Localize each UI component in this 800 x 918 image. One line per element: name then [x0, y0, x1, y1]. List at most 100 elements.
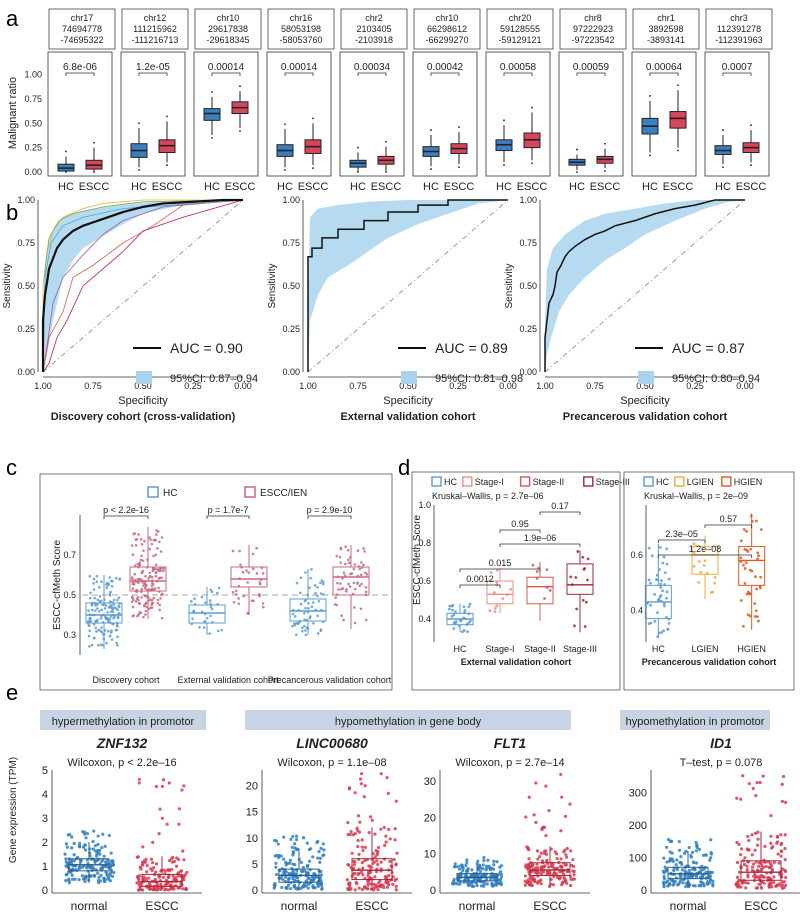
cohort-hc-point — [116, 616, 120, 620]
gene-normal-point — [464, 869, 469, 873]
gene-escc-point — [363, 886, 367, 890]
cohort-hc-point — [298, 591, 302, 595]
roc-fold-curve — [42, 199, 243, 372]
region-outlier — [604, 170, 606, 172]
region-outlier — [239, 85, 241, 88]
gene-normal-point — [316, 839, 320, 843]
gene-escc-point — [739, 885, 743, 889]
gene-escc-point — [769, 814, 773, 818]
group-point — [703, 559, 707, 563]
gene-escc-point — [357, 871, 361, 875]
region-outlier — [503, 164, 505, 167]
legend-swatch — [431, 476, 442, 487]
gene-normal-point — [701, 853, 706, 858]
cohort-hc-point — [108, 594, 112, 597]
group-point — [754, 609, 758, 613]
cohort-hc-point — [100, 626, 103, 629]
cohort-escc-point — [149, 538, 152, 541]
panel-c-ytick: 0.7 — [63, 550, 76, 560]
gene-escc-point — [541, 870, 546, 874]
legend-swatch — [674, 476, 685, 487]
gene-normal-point — [676, 883, 680, 887]
gene-escc-point — [352, 863, 357, 867]
cohort-hc-point — [322, 580, 325, 584]
gene-escc-point — [184, 887, 188, 891]
cohort-escc-point — [335, 593, 339, 596]
cohort-hc-point — [100, 580, 103, 583]
gene-normal-point — [484, 872, 489, 876]
legend-escc-label: ESCC/IEN — [260, 488, 307, 499]
gene-ytick: 300 — [629, 788, 647, 800]
gene-escc-point — [549, 864, 553, 868]
cohort-escc-point — [344, 545, 347, 548]
gene-escc-point — [147, 881, 152, 886]
gene-escc-point — [559, 772, 563, 777]
gene-escc-point — [539, 878, 543, 882]
cohort-hc-point — [117, 611, 120, 615]
group-point — [759, 575, 762, 579]
cohort-hc-point — [316, 585, 319, 589]
cohort-hc-point — [86, 621, 90, 625]
gene-escc-point — [376, 862, 380, 867]
roc-xtick: 0.25 — [686, 381, 704, 391]
gene-normal-point — [482, 884, 486, 888]
gene-normal-point — [453, 881, 458, 885]
cohort-escc-point — [154, 553, 158, 556]
cohort-hc-point — [88, 613, 92, 616]
cohort-hc-point — [210, 590, 214, 594]
cohort-hc-point — [190, 622, 193, 626]
cohort-hc-point — [203, 619, 206, 623]
region-end: -59129121 — [498, 35, 541, 45]
gene-escc-point — [375, 859, 379, 863]
group-point — [647, 578, 651, 582]
gene-normal-point — [290, 871, 294, 875]
gene-escc-point — [734, 883, 738, 887]
cohort-hc-point — [88, 574, 92, 578]
cohort-escc-point — [138, 561, 141, 564]
gene-normal-point — [497, 872, 502, 876]
group-point — [468, 602, 472, 606]
gene-escc-point — [168, 859, 172, 863]
group-point — [750, 569, 754, 573]
cohort-hc-point — [102, 637, 106, 641]
gene-normal-point — [316, 884, 321, 888]
region-bracket — [576, 72, 606, 76]
gene-normal-point — [273, 854, 277, 858]
gene-normal-point — [286, 877, 291, 881]
gene-escc-point — [745, 868, 749, 872]
group-point — [663, 604, 666, 608]
gene-escc-point — [171, 874, 175, 878]
gene-escc-point — [182, 858, 186, 862]
region-end: -58053760 — [279, 35, 322, 45]
region-plot-frame — [266, 51, 332, 177]
cohort-hc-point — [319, 592, 323, 595]
roc-ytick: 0.75 — [519, 238, 537, 248]
cohort-hc-point — [89, 591, 92, 595]
region-header-box — [413, 8, 481, 50]
group-points — [531, 563, 552, 600]
cohort-escc-point — [156, 530, 160, 533]
gene-escc-point — [763, 844, 767, 849]
region-outlier — [357, 146, 359, 149]
gene-escc-point — [740, 847, 744, 851]
cohort-escc-point — [143, 582, 146, 585]
gene-escc-point — [379, 860, 383, 864]
gene-escc-label: ESCC — [355, 899, 389, 913]
group-point — [745, 529, 748, 533]
gene-normal-point — [294, 834, 299, 838]
cohort-hc-points — [86, 574, 122, 648]
cohort-escc-point — [130, 544, 134, 547]
gene-escc-point — [783, 869, 788, 874]
group-point — [667, 621, 671, 625]
cohort-escc-point — [344, 562, 347, 566]
gene-normal-point — [65, 845, 69, 849]
gene-escc-point — [353, 832, 357, 836]
roc-fold-curve — [42, 199, 244, 373]
cohort-hc-point — [100, 608, 104, 612]
region-outlier — [531, 162, 533, 165]
cohort-escc-point — [259, 578, 263, 582]
region-plot-frame — [631, 51, 697, 177]
gene-escc-point — [393, 838, 397, 842]
gene-escc-point — [534, 781, 538, 785]
gene-escc-point — [547, 808, 551, 813]
